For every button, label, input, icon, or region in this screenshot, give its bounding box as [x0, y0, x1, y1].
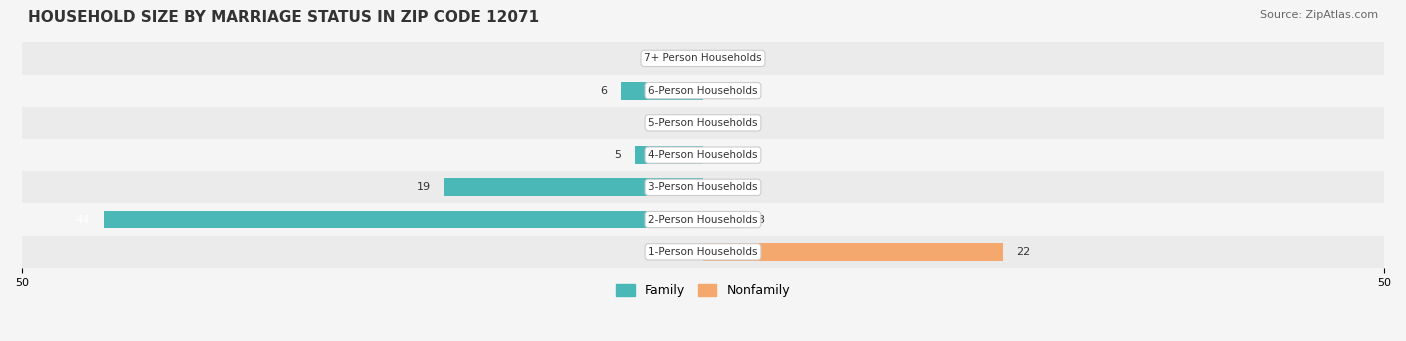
Bar — [22, 107, 1384, 139]
Text: 7+ Person Households: 7+ Person Households — [644, 54, 762, 63]
Text: 6-Person Households: 6-Person Households — [648, 86, 758, 95]
Text: 0: 0 — [717, 182, 724, 192]
Text: HOUSEHOLD SIZE BY MARRIAGE STATUS IN ZIP CODE 12071: HOUSEHOLD SIZE BY MARRIAGE STATUS IN ZIP… — [28, 10, 540, 25]
Text: 0: 0 — [682, 247, 689, 257]
Text: 0: 0 — [717, 150, 724, 160]
Bar — [22, 171, 1384, 204]
Bar — [636, 146, 703, 164]
Bar — [22, 236, 1384, 268]
Text: 0: 0 — [717, 54, 724, 63]
Text: 0: 0 — [682, 118, 689, 128]
Text: 3: 3 — [758, 214, 765, 225]
Text: 19: 19 — [416, 182, 430, 192]
Bar — [22, 204, 1384, 236]
Text: 0: 0 — [717, 118, 724, 128]
Bar — [703, 211, 744, 228]
Text: Source: ZipAtlas.com: Source: ZipAtlas.com — [1260, 10, 1378, 20]
Text: 6: 6 — [600, 86, 607, 95]
Text: 22: 22 — [1017, 247, 1031, 257]
Text: 5-Person Households: 5-Person Households — [648, 118, 758, 128]
Text: 0: 0 — [682, 54, 689, 63]
Bar — [22, 42, 1384, 75]
Text: 3-Person Households: 3-Person Households — [648, 182, 758, 192]
Bar — [104, 211, 703, 228]
Text: 1-Person Households: 1-Person Households — [648, 247, 758, 257]
Bar — [621, 82, 703, 100]
Bar — [22, 139, 1384, 171]
Bar — [22, 75, 1384, 107]
Bar — [444, 178, 703, 196]
Text: 4-Person Households: 4-Person Households — [648, 150, 758, 160]
Legend: Family, Nonfamily: Family, Nonfamily — [612, 279, 794, 302]
Text: 5: 5 — [614, 150, 621, 160]
Text: 44: 44 — [76, 214, 90, 225]
Bar — [703, 243, 1002, 261]
Text: 2-Person Households: 2-Person Households — [648, 214, 758, 225]
Text: 0: 0 — [717, 86, 724, 95]
